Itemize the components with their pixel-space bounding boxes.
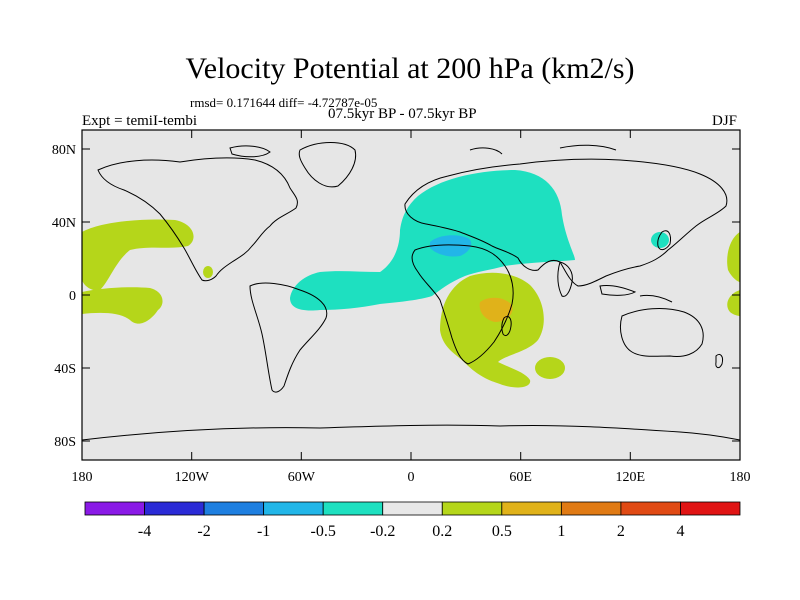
lon-label-60w: 60W xyxy=(288,470,316,485)
colorbar-swatch xyxy=(382,501,443,516)
contour-fill-negative-core xyxy=(430,235,472,257)
lat-label-80s: 80S xyxy=(54,435,76,450)
colorbar-label: -2 xyxy=(197,523,210,540)
contour-fill-positive-small xyxy=(203,266,213,278)
colorbar: -4 -2 -1 -0.5 -0.2 0.2 0.5 1 2 4 xyxy=(84,501,741,540)
lon-label-120w: 120W xyxy=(175,470,210,485)
colorbar-label: 2 xyxy=(617,523,625,540)
colorbar-swatch xyxy=(203,501,265,516)
colorbar-swatch xyxy=(620,501,681,516)
lon-label-180w: 180 xyxy=(72,470,93,485)
colorbar-swatch xyxy=(560,501,622,516)
experiment-label: Expt = temiI-tembi xyxy=(82,113,198,129)
contour-fill-positive-east-pacific-south xyxy=(727,290,740,316)
lon-label-120e: 120E xyxy=(616,470,646,485)
colorbar-label: 1 xyxy=(557,523,565,540)
lon-label-60e: 60E xyxy=(509,470,532,485)
contour-fill-positive-east-pacific xyxy=(727,232,740,282)
lon-label-180e: 180 xyxy=(730,470,751,485)
coastlines xyxy=(82,142,740,441)
colorbar-swatch xyxy=(84,501,145,516)
colorbar-swatch xyxy=(144,501,205,516)
lon-label-0: 0 xyxy=(408,470,415,485)
colorbar-swatch xyxy=(441,501,503,516)
colorbar-label: -0.2 xyxy=(370,523,395,540)
contour-fill-positive-core xyxy=(479,297,513,322)
lat-label-80n: 80N xyxy=(52,143,76,158)
lat-label-0: 0 xyxy=(69,289,76,304)
colorbar-label: -0.5 xyxy=(311,523,336,540)
colorbar-swatch xyxy=(322,501,384,516)
contour-fill-positive-indian xyxy=(535,357,565,379)
lon-ticks xyxy=(191,130,631,460)
lat-label-40n: 40N xyxy=(52,216,76,231)
lat-label-40s: 40S xyxy=(54,362,76,377)
contour-fill-positive-africa xyxy=(440,272,544,388)
lat-ticks xyxy=(82,148,740,442)
plot-title: Velocity Potential at 200 hPa (km2/s) xyxy=(185,52,635,85)
colorbar-label: 0.2 xyxy=(432,523,452,540)
colorbar-swatch xyxy=(263,501,324,516)
season-label: DJF xyxy=(712,113,738,129)
colorbar-swatch xyxy=(680,501,741,516)
stats-label: rmsd= 0.171644 diff= -4.72787e-05 xyxy=(190,95,378,110)
contour-fill-positive-pacific-south xyxy=(82,287,163,324)
contour-fill-negative-small xyxy=(651,232,669,248)
contour-fill-positive-pacific-north xyxy=(82,219,194,291)
colorbar-label: -4 xyxy=(138,523,151,540)
colorbar-swatch xyxy=(501,501,562,516)
period-label: 07.5kyr BP - 07.5kyr BP xyxy=(328,106,477,122)
colorbar-label: -1 xyxy=(257,523,270,540)
colorbar-label: 0.5 xyxy=(492,523,512,540)
colorbar-label: 4 xyxy=(676,523,684,540)
